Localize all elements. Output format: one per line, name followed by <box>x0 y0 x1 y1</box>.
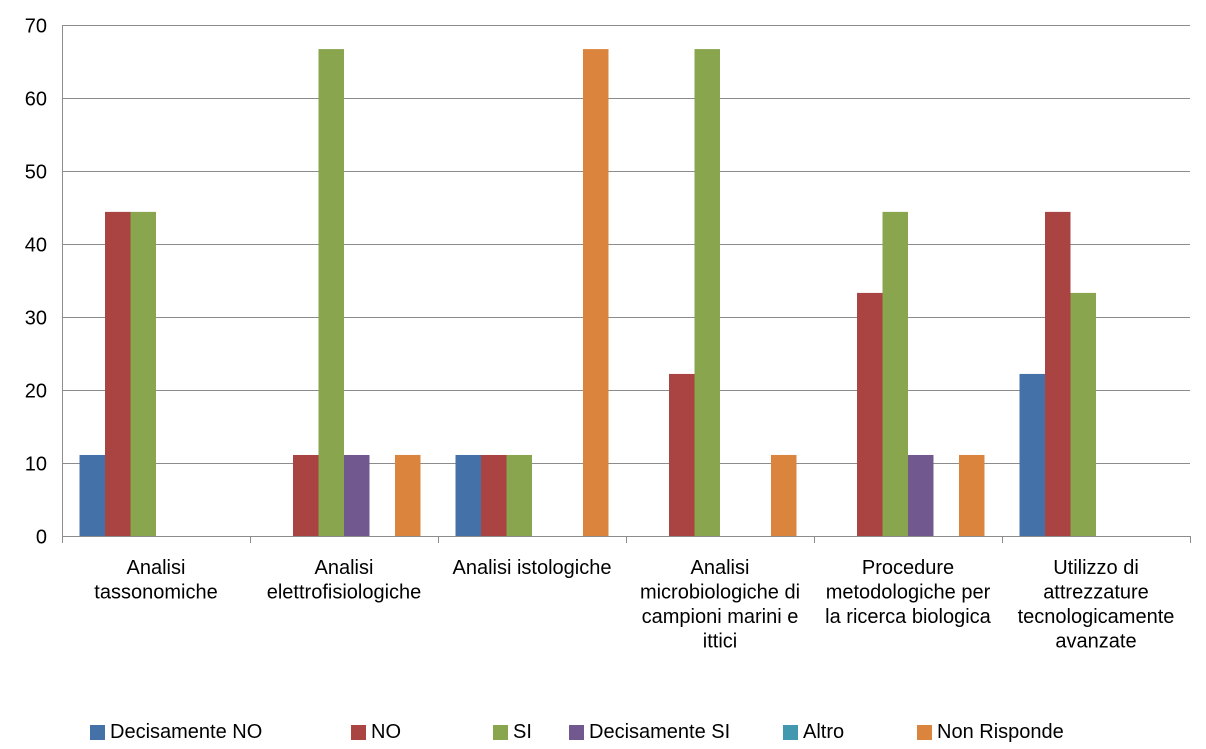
bars <box>79 49 1096 537</box>
legend-swatch <box>493 724 508 740</box>
bar <box>1019 373 1045 536</box>
legend-item: Decisamente SI <box>569 717 730 747</box>
bar <box>293 454 319 536</box>
y-tick-label: 70 <box>25 16 47 38</box>
legend-swatch <box>783 724 798 740</box>
x-tick-label-line: Analisi <box>691 557 750 579</box>
legend-label: Non Risponde <box>937 720 1064 743</box>
legend-swatch <box>351 724 366 740</box>
bar <box>882 211 908 536</box>
x-tick-label-line: tecnologicamente <box>1018 606 1175 628</box>
x-tick-label-line: Analisi istologiche <box>453 557 612 579</box>
x-tick-label-line: Analisi <box>127 557 186 579</box>
legend-swatch <box>569 724 584 740</box>
legend-label: Decisamente SI <box>589 720 731 743</box>
bar <box>318 49 344 537</box>
bar <box>583 49 609 537</box>
bar <box>506 454 532 536</box>
legend-swatch <box>90 724 105 740</box>
legend-label: SI <box>513 720 532 743</box>
x-tick-label: Analisi elettrofisiologiche <box>267 557 422 604</box>
legend-label: Decisamente NO <box>110 720 263 743</box>
x-tick-label-line: microbiologiche di <box>640 582 800 604</box>
series-si <box>130 49 1096 537</box>
y-tick-label: 60 <box>25 89 47 111</box>
bar <box>694 49 720 537</box>
bar <box>481 454 507 536</box>
bar <box>669 373 695 536</box>
x-tick-label-line: attrezzature <box>1043 582 1149 604</box>
legend: Decisamente NO NO SI Decisamente SI Altro Non… <box>0 717 1206 749</box>
legend-item: Decisamente NO <box>90 717 262 747</box>
bar <box>857 292 883 536</box>
bar <box>79 454 105 536</box>
legend-item: Non Risponde <box>917 717 1064 747</box>
bar <box>455 454 481 536</box>
x-tick-label-line: Utilizzo di <box>1053 557 1139 579</box>
series-decisamente-no <box>79 373 1045 536</box>
x-tick-label-line: campioni marini e <box>642 606 799 628</box>
bar <box>130 211 156 536</box>
x-tick-label-line: avanzate <box>1055 631 1136 653</box>
y-axis: 0 10 20 30 40 50 60 70 <box>25 16 47 549</box>
x-tick-label: Analisi tassonomiche <box>94 557 217 604</box>
bar <box>771 454 797 536</box>
legend-item: NO <box>351 717 401 747</box>
legend-item: SI <box>493 717 532 747</box>
bar <box>1045 211 1071 536</box>
bar <box>395 454 421 536</box>
y-tick-label: 30 <box>25 308 47 330</box>
x-tick-label-line: la ricerca biologica <box>825 606 992 628</box>
y-tick-label: 0 <box>36 527 47 549</box>
x-axis: Analisi tassonomiche Analisi elettrofisiolo… <box>94 557 1174 653</box>
x-tick-label: Utilizzo di attrezzature tecnologicamente a… <box>1018 557 1175 653</box>
x-tick-label-line: Procedure <box>862 557 954 579</box>
gridlines <box>62 25 1190 464</box>
bar <box>908 454 934 536</box>
legend-item: Altro <box>783 717 844 747</box>
bar <box>959 454 985 536</box>
x-tick-label-line: Analisi <box>315 557 374 579</box>
x-ticks <box>62 536 1191 543</box>
y-tick-label: 40 <box>25 235 47 257</box>
legend-swatch <box>917 724 932 740</box>
bar <box>344 454 370 536</box>
x-tick-label: Analisi istologiche <box>453 557 612 579</box>
legend-label: Altro <box>803 720 845 743</box>
series-decisamente-si <box>344 454 934 536</box>
x-tick-label: Analisi microbiologiche di campioni marini… <box>640 557 800 653</box>
y-tick-label: 50 <box>25 162 47 184</box>
legend-label: NO <box>371 720 401 743</box>
x-tick-label-line: tassonomiche <box>94 582 217 604</box>
x-tick-label-line: elettrofisiologiche <box>267 582 422 604</box>
bar <box>1070 292 1096 536</box>
y-tick-label: 10 <box>25 454 47 476</box>
y-tick-label: 20 <box>25 381 47 403</box>
series-no <box>105 211 1071 536</box>
x-tick-label-line: ittici <box>703 631 737 653</box>
bar <box>105 211 131 536</box>
series-non-risponde <box>395 49 985 537</box>
x-tick-label: Procedure metodologiche per la ricerca bio… <box>825 557 992 628</box>
x-tick-label-line: metodologiche per <box>826 582 991 604</box>
